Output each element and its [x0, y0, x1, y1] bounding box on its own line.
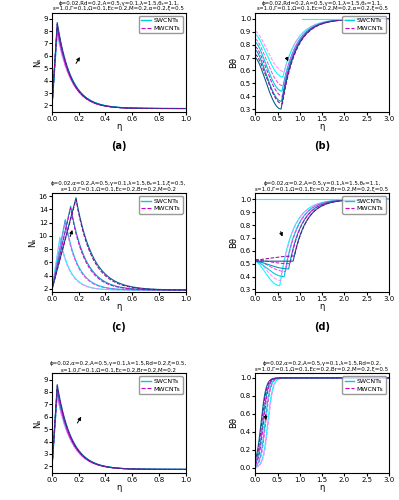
Y-axis label: Bθ: Bθ [229, 418, 239, 428]
Y-axis label: Nₛ: Nₛ [28, 238, 38, 247]
Title: ϕ=0.02,α=0.2,A=0.5,γ=0.1,λ=1.5,Rd=0.2,
ε=1.0,Γ=0.1,Ω=0.1,Ec=0.2,Br=0.2,M=0.2,ξ=0: ϕ=0.02,α=0.2,A=0.5,γ=0.1,λ=1.5,Rd=0.2, ε… [255, 362, 389, 372]
Legend: SWCNTs, MWCNTs: SWCNTs, MWCNTs [342, 16, 386, 33]
X-axis label: η: η [116, 482, 121, 492]
X-axis label: η: η [320, 122, 325, 131]
Text: (d): (d) [314, 322, 330, 332]
Y-axis label: Bθ: Bθ [229, 237, 239, 248]
Legend: SWCNTs, MWCNTs: SWCNTs, MWCNTs [139, 196, 182, 214]
Text: (b): (b) [314, 142, 330, 152]
X-axis label: η: η [320, 302, 325, 311]
Legend: SWCNTs, MWCNTs: SWCNTs, MWCNTs [139, 16, 182, 33]
Y-axis label: Nₛ: Nₛ [33, 58, 42, 67]
Text: (a): (a) [111, 142, 126, 152]
Legend: SWCNTs, MWCNTs: SWCNTs, MWCNTs [342, 376, 386, 394]
X-axis label: η: η [320, 482, 325, 492]
Legend: SWCNTs, MWCNTs: SWCNTs, MWCNTs [139, 376, 182, 394]
Text: (c): (c) [111, 322, 126, 332]
Y-axis label: Bθ: Bθ [229, 56, 239, 68]
X-axis label: η: η [116, 302, 121, 311]
Title: ϕ=0.02,α=0.2,A=0.5,γ=0.1,λ=1.5,Rd=0.2,ξ=0.5,
ε=1.0,Γ=0.1,Ω=0.1,Ec=0.2,Br=0.2,M=0: ϕ=0.02,α=0.2,A=0.5,γ=0.1,λ=1.5,Rd=0.2,ξ=… [50, 362, 187, 372]
Legend: SWCNTs, MWCNTs: SWCNTs, MWCNTs [342, 196, 386, 214]
Title: ϕ=0.02,α=0.2,A=0.5,γ=0.1,λ=1.5,θₑ=1.1,
ε=1.0,Γ=0.1,Ω=0.1,Ec=0.2,Br=0.2,M=0.2,ξ=0: ϕ=0.02,α=0.2,A=0.5,γ=0.1,λ=1.5,θₑ=1.1, ε… [255, 181, 389, 192]
Y-axis label: Nₛ: Nₛ [33, 418, 42, 428]
Title: ϕ=0.02,α=0.2,A=0.5,γ=0.1,λ=1.5,θₑ=1.1,ξ=0.5,
ε=1.0,Γ=0.1,Ω=0.1,Ec=0.2,Br=0.2,M=0: ϕ=0.02,α=0.2,A=0.5,γ=0.1,λ=1.5,θₑ=1.1,ξ=… [51, 181, 186, 192]
Title: ϕ=0.02,Rd=0.2,A=0.5,γ=0.1,λ=1.5,θₑ=1.1,
ε=1.0,Γ=0.1,Ω=0.1,Ec=0.2,M=0.2,α=0.2,ξ=0: ϕ=0.02,Rd=0.2,A=0.5,γ=0.1,λ=1.5,θₑ=1.1, … [256, 0, 388, 12]
X-axis label: η: η [116, 122, 121, 131]
Title: ϕ=0.02,Rd=0.2,A=0.5,γ=0.1,λ=1.5,θₑ=1.1,
ε=1.0,Γ=0.1,Ω=0.1,Ec=0.2,M=0.2,α=0.2,ξ=0: ϕ=0.02,Rd=0.2,A=0.5,γ=0.1,λ=1.5,θₑ=1.1, … [53, 0, 185, 12]
